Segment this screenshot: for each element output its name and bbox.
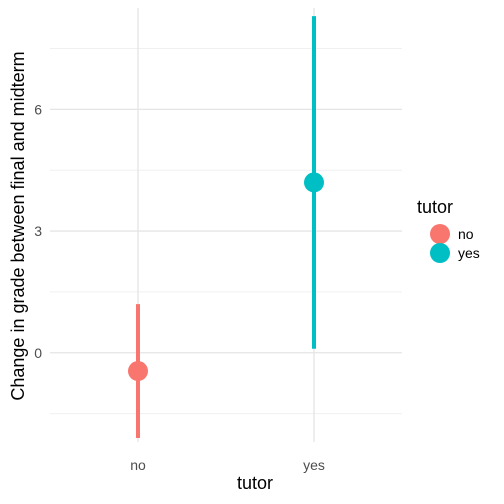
point-no	[128, 361, 148, 382]
legend-label-yes: yes	[458, 245, 480, 261]
x-axis-title: tutor	[237, 473, 273, 493]
y-tick-labels: 0 3 6	[34, 101, 42, 360]
points	[128, 172, 324, 382]
legend-label-no: no	[458, 226, 474, 242]
grid-major	[50, 8, 402, 442]
y-tick-label: 3	[34, 223, 42, 239]
x-tick-label: yes	[303, 457, 325, 473]
legend-key-yes	[430, 243, 450, 263]
legend-key-no	[430, 224, 450, 244]
legend: tutor no yes	[417, 197, 480, 263]
x-tick-label: no	[130, 457, 146, 473]
ranges	[136, 16, 316, 438]
legend-title: tutor	[417, 197, 453, 217]
y-axis-title: Change in grade between final and midter…	[8, 51, 28, 400]
grid-minor	[50, 48, 402, 415]
point-yes	[304, 172, 324, 193]
y-tick-label: 6	[34, 101, 42, 117]
y-tick-label: 0	[34, 345, 42, 361]
legend-entries: no yes	[430, 224, 480, 263]
x-tick-labels: no yes	[130, 457, 325, 473]
